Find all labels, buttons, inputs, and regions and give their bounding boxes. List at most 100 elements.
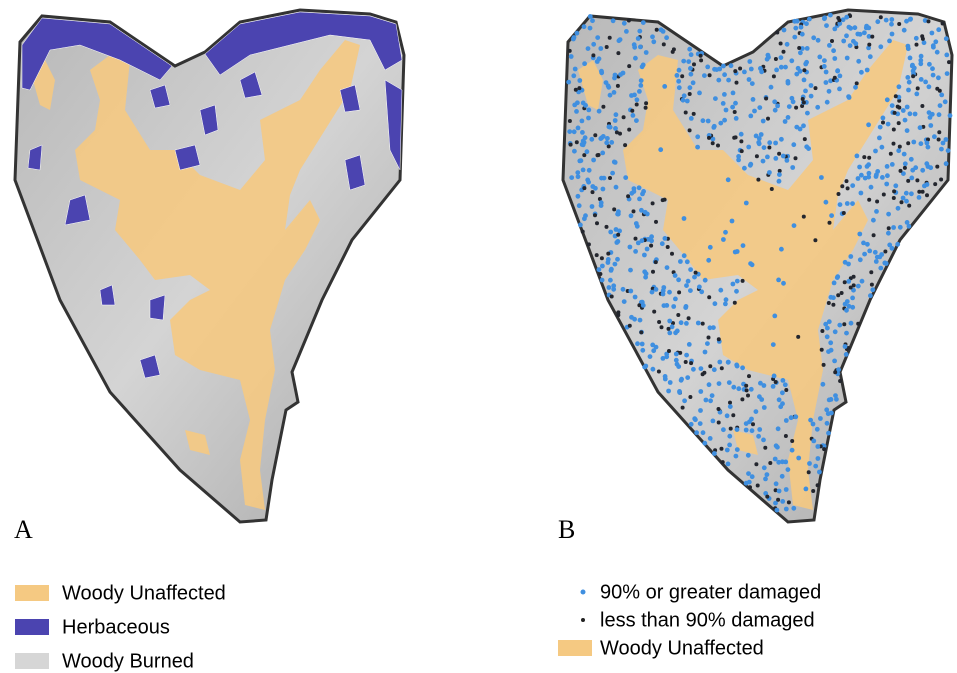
damage-point: [944, 52, 950, 58]
damage-point: [650, 366, 656, 372]
damage-point: [831, 302, 836, 307]
damage-point: [907, 111, 913, 117]
damage-point: [677, 390, 682, 395]
damage-point: [820, 329, 825, 333]
damage-point: [832, 26, 838, 32]
damage-point: [870, 34, 875, 39]
damage-point: [700, 321, 705, 326]
legend-swatch: [15, 619, 49, 635]
damage-point: [656, 369, 661, 374]
damage-point: [706, 335, 711, 340]
damage-point: [907, 55, 913, 61]
damage-point: [773, 156, 779, 161]
damage-point: [939, 146, 944, 152]
damage-point: [760, 158, 766, 164]
damage-point: [934, 49, 940, 55]
damage-point: [883, 261, 889, 266]
damage-point: [662, 236, 668, 241]
damage-point: [862, 155, 867, 160]
damage-point: [832, 358, 837, 364]
damage-point: [764, 472, 770, 477]
damage-point: [906, 141, 911, 146]
damage-point: [785, 80, 791, 86]
damage-point: [691, 366, 696, 372]
damage-point: [827, 220, 832, 225]
damage-point: [644, 101, 649, 106]
damage-point: [677, 290, 682, 295]
damage-point: [828, 294, 834, 300]
damage-point: [784, 388, 789, 392]
damage-point: [785, 115, 791, 120]
damage-point: [587, 14, 593, 19]
damage-point: [628, 213, 634, 219]
damage-point: [918, 141, 924, 147]
damage-point: [846, 261, 851, 267]
damage-point: [617, 228, 622, 234]
damage-point: [599, 175, 604, 181]
damage-point: [824, 420, 830, 426]
damage-point: [811, 438, 817, 444]
damage-point: [866, 34, 872, 39]
damage-point: [918, 58, 924, 63]
damage-point: [766, 116, 770, 121]
damage-point: [687, 128, 692, 133]
legend-label: Woody Burned: [62, 650, 194, 672]
damage-point: [709, 393, 715, 398]
damage-point: [884, 181, 890, 187]
damage-point: [801, 77, 807, 83]
damage-point: [698, 53, 703, 58]
damage-point: [710, 136, 716, 142]
damage-point: [797, 126, 803, 132]
damage-point: [590, 184, 596, 189]
damage-point: [862, 251, 867, 257]
damage-point: [883, 17, 889, 23]
damage-point: [813, 86, 818, 91]
damage-point: [848, 254, 854, 259]
damage-point: [784, 41, 790, 47]
damage-point: [718, 120, 724, 126]
damage-point: [665, 245, 670, 249]
damage-point: [761, 437, 766, 443]
damage-point: [902, 161, 908, 167]
damage-point: [611, 159, 617, 165]
damage-point: [615, 256, 620, 262]
damage-point: [650, 342, 656, 348]
damage-point: [928, 165, 934, 171]
damage-point: [884, 164, 890, 169]
damage-point: [891, 141, 896, 146]
damage-point: [593, 133, 598, 138]
damage-point: [864, 67, 870, 73]
damage-point: [804, 144, 810, 150]
damage-point: [634, 97, 640, 103]
damage-point: [706, 257, 712, 263]
damage-point: [636, 185, 642, 191]
damage-point: [724, 413, 730, 419]
damage-point: [614, 130, 619, 135]
damage-point: [913, 165, 919, 171]
damage-point: [925, 193, 929, 198]
damage-point: [886, 211, 891, 217]
damage-point: [761, 465, 767, 471]
damage-point: [891, 127, 896, 132]
damage-point: [746, 144, 752, 150]
damage-point: [829, 213, 834, 219]
damage-point: [937, 103, 943, 108]
damage-point: [747, 162, 753, 168]
damage-point: [895, 241, 901, 247]
damage-point: [678, 350, 683, 355]
damage-point: [632, 44, 638, 50]
damage-point: [926, 84, 932, 90]
damage-point: [798, 24, 804, 30]
damage-point: [848, 320, 854, 326]
damage-point: [731, 384, 737, 390]
damage-point: [608, 277, 613, 283]
damage-point: [775, 30, 780, 35]
damage-point: [608, 268, 614, 273]
damage-point: [595, 35, 601, 40]
damage-point: [683, 360, 688, 364]
damage-point: [879, 144, 885, 150]
damage-point: [740, 278, 745, 283]
damage-point: [920, 189, 925, 194]
damage-point: [585, 177, 591, 183]
damage-point: [567, 129, 573, 135]
